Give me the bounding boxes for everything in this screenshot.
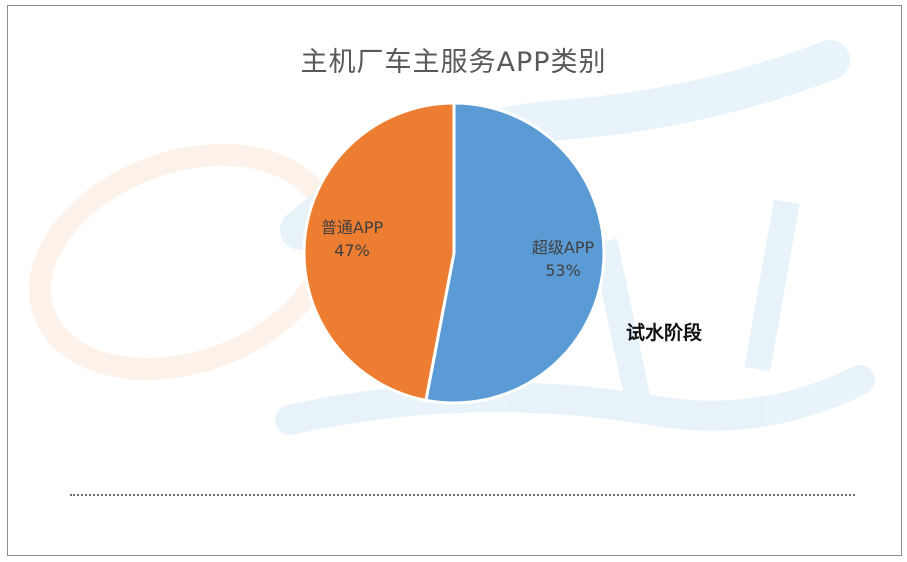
slice-percent: 53% [545, 261, 581, 280]
slice-label: 普通APP [321, 218, 384, 237]
chart-title: 主机厂车主服务APP类别 [300, 47, 607, 78]
stage-annotation: 试水阶段 [626, 322, 703, 344]
slice-label: 超级APP [532, 238, 595, 257]
dotted-divider [70, 494, 855, 496]
pie-slice [302, 101, 456, 403]
pie-slice [424, 101, 606, 405]
slice-percent: 47% [334, 241, 370, 260]
